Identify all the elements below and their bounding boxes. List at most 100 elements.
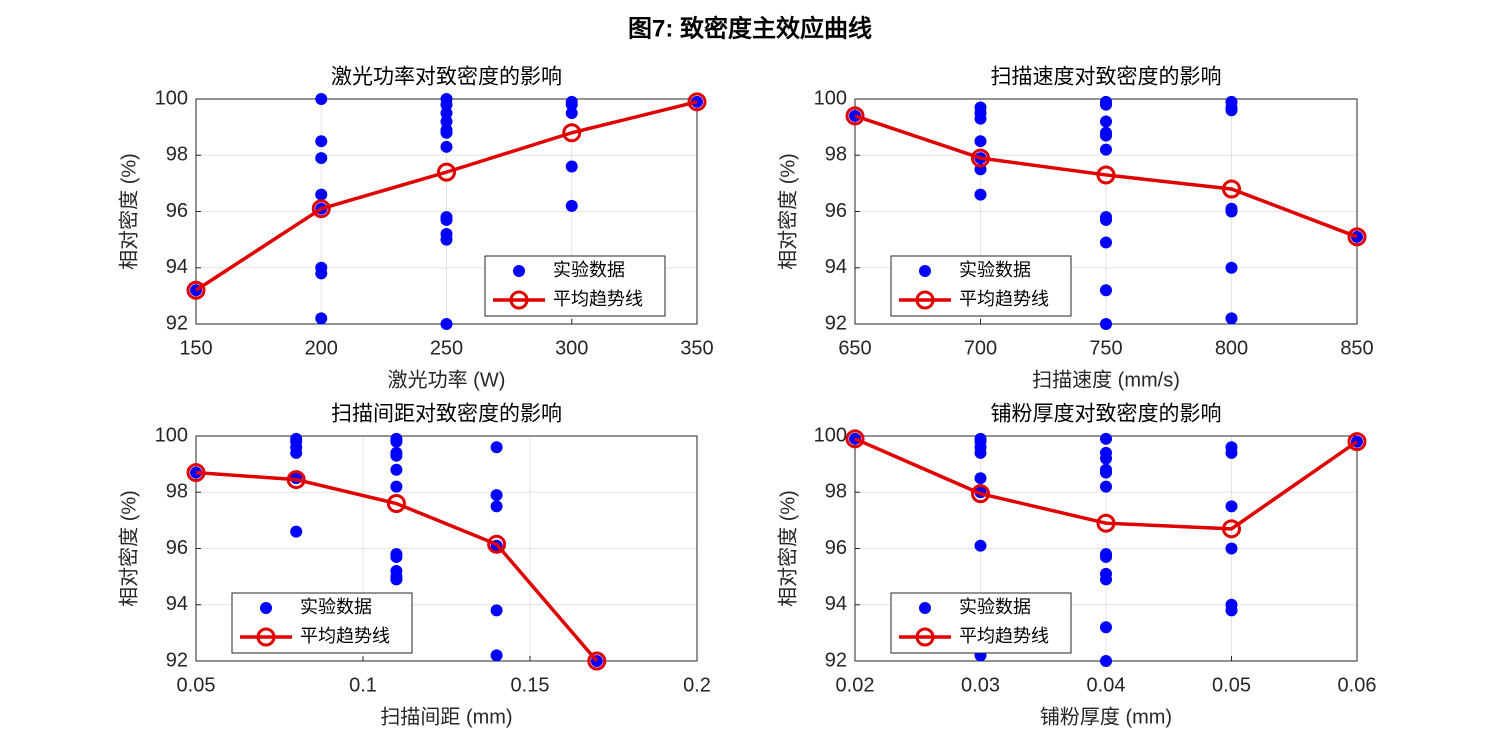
x-tick-label: 300 bbox=[555, 337, 588, 359]
data-point bbox=[565, 107, 578, 120]
data-point bbox=[1100, 236, 1112, 249]
x-tick-label: 0.06 bbox=[1338, 674, 1377, 696]
data-point bbox=[390, 435, 403, 448]
subplot-title: 扫描间距对致密度的影响 bbox=[331, 403, 562, 426]
trend-line bbox=[195, 470, 599, 663]
y-tick-label: 98 bbox=[166, 481, 188, 503]
x-tick-label: 0.05 bbox=[1212, 674, 1251, 696]
x-tick-label: 0.03 bbox=[961, 674, 1000, 696]
trend-marker bbox=[971, 148, 990, 168]
subplot: 0.05 0.1 0.15 0.2 92 94 96 98 100 扫描间距对致密度的影响扫描间距… bbox=[117, 403, 711, 729]
x-axis-label: 激光功率 (W) bbox=[388, 368, 506, 391]
data-point bbox=[490, 500, 503, 513]
data-point bbox=[1100, 466, 1112, 479]
data-point bbox=[1100, 621, 1112, 634]
y-tick-label: 92 bbox=[166, 649, 188, 671]
data-point bbox=[390, 480, 403, 493]
data-point bbox=[490, 604, 503, 617]
trend-marker bbox=[687, 92, 707, 112]
subplot-title: 激光功率对致密度的影响 bbox=[331, 66, 562, 89]
y-axis-label: 相对密度 (%) bbox=[776, 153, 799, 270]
data-point bbox=[440, 98, 453, 111]
legend-swatch bbox=[915, 627, 935, 647]
trend-marker bbox=[311, 199, 331, 219]
y-tick-label: 94 bbox=[825, 593, 847, 615]
legend-label: 实验数据 bbox=[959, 597, 1031, 617]
data-point bbox=[565, 199, 578, 212]
legend-label: 实验数据 bbox=[959, 260, 1031, 280]
data-point bbox=[490, 489, 503, 502]
legend-label: 平均趋势线 bbox=[959, 289, 1049, 309]
x-tick-label: 0.15 bbox=[511, 674, 550, 696]
trend-line bbox=[195, 100, 698, 292]
data-point bbox=[440, 213, 453, 226]
figure-title: 图7: 致密度主效应曲线 bbox=[628, 14, 872, 42]
trend-marker bbox=[1347, 432, 1367, 452]
data-point bbox=[1100, 480, 1112, 493]
trend-marker bbox=[437, 162, 456, 182]
data-point bbox=[974, 188, 987, 201]
data-point bbox=[974, 472, 987, 485]
data-point bbox=[390, 449, 403, 462]
data-point bbox=[440, 233, 453, 246]
y-tick-label: 100 bbox=[814, 424, 847, 446]
data-point bbox=[440, 140, 453, 153]
data-point bbox=[1100, 284, 1112, 297]
data-point bbox=[974, 539, 987, 552]
x-tick-label: 0.04 bbox=[1087, 674, 1126, 696]
y-axis-label: 相对密度 (%) bbox=[117, 153, 140, 270]
data-point bbox=[1225, 446, 1238, 459]
x-tick-label: 700 bbox=[964, 337, 997, 359]
trend-line bbox=[854, 114, 1358, 239]
data-point bbox=[315, 188, 328, 201]
y-tick-label: 98 bbox=[825, 144, 847, 166]
y-tick-label: 96 bbox=[825, 537, 847, 559]
trend-line bbox=[854, 437, 1358, 531]
subplot-title: 铺粉厚度对致密度的影响 bbox=[991, 403, 1222, 426]
trend-marker bbox=[1096, 513, 1116, 533]
x-tick-label: 0.02 bbox=[836, 674, 875, 696]
x-tick-label: 250 bbox=[430, 337, 463, 359]
x-tick-label: 750 bbox=[1089, 337, 1122, 359]
y-axis-label: 相对密度 (%) bbox=[117, 490, 140, 607]
trend-marker bbox=[562, 123, 582, 143]
legend-swatch bbox=[919, 602, 931, 614]
x-tick-label: 0.05 bbox=[177, 674, 216, 696]
trend-marker bbox=[386, 494, 406, 513]
data-point bbox=[390, 463, 403, 476]
data-point bbox=[315, 135, 328, 148]
x-axis-label: 扫描速度 (mm/s) bbox=[1032, 368, 1180, 391]
y-tick-label: 100 bbox=[155, 424, 188, 446]
data-point bbox=[1100, 129, 1112, 142]
data-point bbox=[1100, 213, 1112, 226]
axes-box bbox=[195, 435, 698, 662]
data-point bbox=[1100, 452, 1112, 465]
y-tick-label: 92 bbox=[825, 649, 847, 671]
y-axis-label: 相对密度 (%) bbox=[776, 490, 799, 607]
y-tick-label: 98 bbox=[166, 144, 188, 166]
trend-marker bbox=[1222, 519, 1241, 539]
legend-swatch bbox=[256, 627, 276, 647]
data-point bbox=[1100, 655, 1112, 667]
legend-swatch bbox=[260, 602, 272, 614]
data-point bbox=[1225, 500, 1238, 513]
data-point bbox=[1100, 143, 1112, 156]
data-point bbox=[974, 135, 987, 148]
y-tick-label: 92 bbox=[166, 312, 188, 334]
y-tick-label: 96 bbox=[825, 200, 847, 222]
subplot: 0.02 0.03 0.04 0.05 0.06 92 94 96 98 100 铺粉厚度对致密度的… bbox=[776, 403, 1376, 729]
x-tick-label: 0.2 bbox=[683, 674, 711, 696]
y-tick-label: 100 bbox=[814, 87, 847, 109]
x-tick-label: 200 bbox=[305, 337, 338, 359]
data-point bbox=[1100, 432, 1112, 445]
trend-marker bbox=[971, 484, 990, 504]
trend-marker bbox=[587, 651, 607, 671]
legend-label: 平均趋势线 bbox=[553, 289, 643, 309]
data-point bbox=[440, 318, 453, 330]
trend-marker bbox=[1222, 179, 1241, 199]
data-point bbox=[315, 267, 328, 280]
legend-swatch bbox=[915, 290, 935, 310]
data-point bbox=[1100, 318, 1112, 330]
data-point bbox=[974, 112, 987, 125]
